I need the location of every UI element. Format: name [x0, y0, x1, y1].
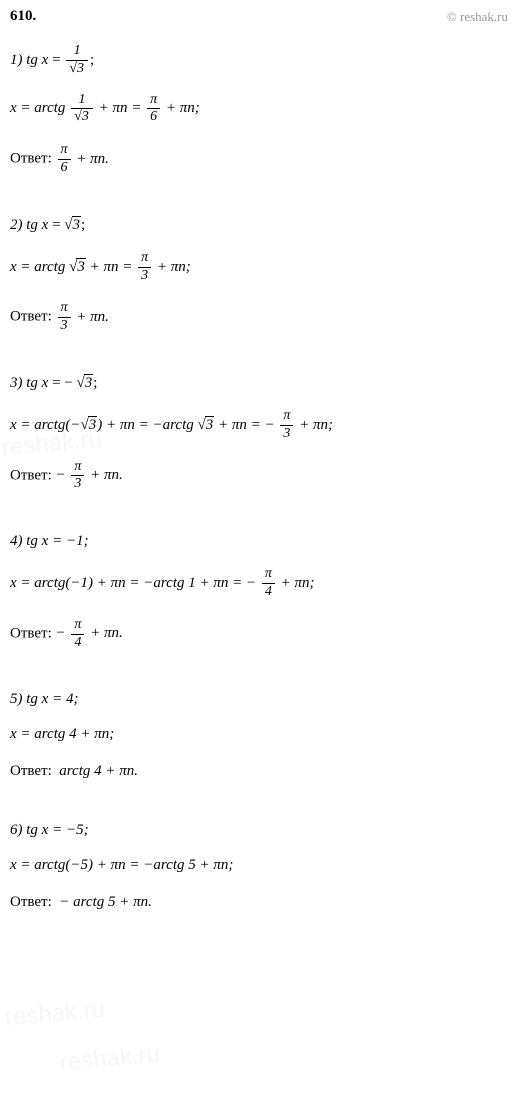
answer-line: Ответ: − arctg 5 + πn.	[10, 892, 508, 913]
label: 6)	[10, 822, 23, 838]
fraction: 1 3	[71, 92, 93, 127]
copyright: © reshak.ru	[447, 9, 508, 25]
equation-line: 1) tg x = 1 3 ;	[10, 43, 508, 78]
fraction: π 3	[138, 250, 151, 285]
subproblem-5: 5) tg x = 4; x = arctg 4 + πn; Ответ: ar…	[10, 689, 508, 782]
fraction: π 3	[58, 300, 71, 335]
header: 610. © reshak.ru	[10, 8, 508, 25]
answer-line: Ответ: − π 4 + πn.	[10, 617, 508, 652]
label: 4)	[10, 533, 23, 549]
watermark: reshak.ru	[4, 996, 106, 1033]
subproblem-1: 1) tg x = 1 3 ; x = arctg 1 3 + πn = π 6…	[10, 43, 508, 177]
fraction: π 3	[71, 459, 84, 494]
equation-line: 6) tg x = −5;	[10, 820, 508, 841]
solution-line: x = arctg 4 + πn;	[10, 724, 508, 745]
answer-line: Ответ: − π 3 + πn.	[10, 459, 508, 494]
answer-line: Ответ: π 6 + πn.	[10, 142, 508, 177]
fraction: π 6	[147, 92, 160, 127]
lhs: tg x	[26, 52, 48, 68]
label: 5)	[10, 691, 23, 707]
subproblem-2: 2) tg x = 3; x = arctg 3 + πn = π 3 + πn…	[10, 215, 508, 335]
fraction: π 3	[280, 408, 293, 443]
solution-line: x = arctg(−5) + πn = −arctg 5 + πn;	[10, 855, 508, 876]
solution-line: x = arctg(−3) + πn = −arctg 3 + πn = − π…	[10, 408, 508, 443]
solution-line: x = arctg 3 + πn = π 3 + πn;	[10, 250, 508, 285]
equation-line: 4) tg x = −1;	[10, 531, 508, 552]
problem-number: 610.	[10, 8, 36, 25]
fraction: 1 3	[66, 43, 88, 78]
label: 1)	[10, 52, 23, 68]
solution-line: x = arctg(−1) + πn = −arctg 1 + πn = − π…	[10, 566, 508, 601]
answer-line: Ответ: π 3 + πn.	[10, 300, 508, 335]
fraction: π 6	[58, 142, 71, 177]
fraction: π 4	[262, 566, 275, 601]
equation-line: 2) tg x = 3;	[10, 215, 508, 236]
equation-line: 3) tg x = − 3;	[10, 373, 508, 394]
subproblem-6: 6) tg x = −5; x = arctg(−5) + πn = −arct…	[10, 820, 508, 913]
label: 2)	[10, 217, 23, 233]
equation-line: 5) tg x = 4;	[10, 689, 508, 710]
subproblem-4: 4) tg x = −1; x = arctg(−1) + πn = −arct…	[10, 531, 508, 651]
label: 3)	[10, 375, 23, 391]
answer-line: Ответ: arctg 4 + πn.	[10, 761, 508, 782]
subproblem-3: 3) tg x = − 3; x = arctg(−3) + πn = −arc…	[10, 373, 508, 493]
solution-line: x = arctg 1 3 + πn = π 6 + πn;	[10, 92, 508, 127]
fraction: π 4	[71, 617, 84, 652]
watermark: reshak.ru	[59, 1041, 161, 1078]
